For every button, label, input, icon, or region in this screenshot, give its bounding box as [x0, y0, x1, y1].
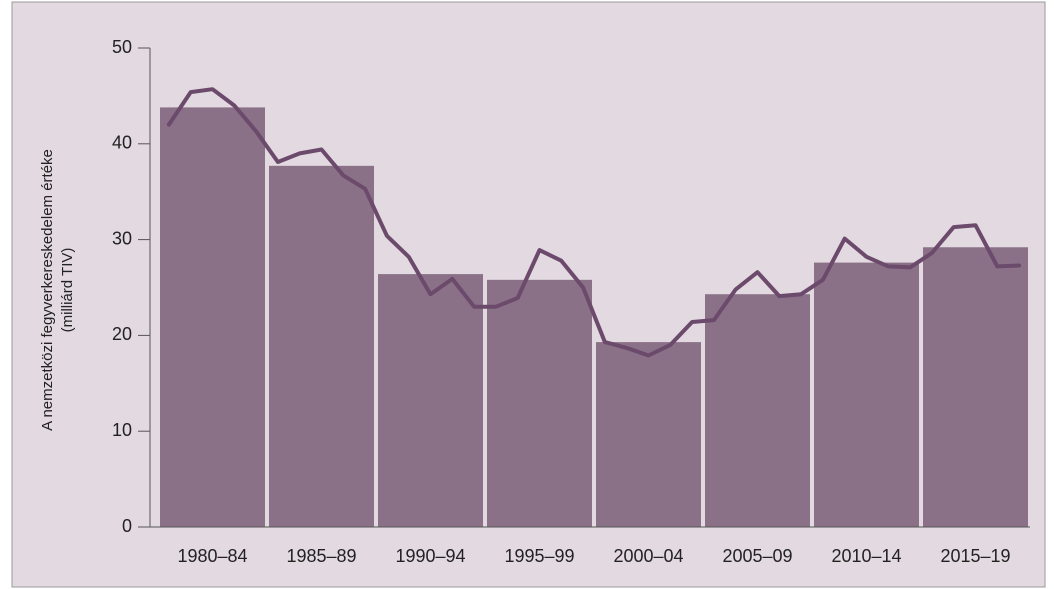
bar — [814, 262, 919, 527]
x-tick-label: 1980–84 — [177, 546, 247, 566]
line — [166, 87, 1022, 358]
x-tick-label: 2005–09 — [722, 546, 792, 566]
y-tick-label: 20 — [112, 324, 132, 344]
y-axis-label-group: A nemzetközi fegyverkereskedelem értéke … — [39, 149, 76, 431]
bar — [705, 294, 810, 527]
x-tick-label: 1995–99 — [504, 546, 574, 566]
bar — [160, 107, 265, 528]
x-tick-label: 2015–19 — [940, 546, 1010, 566]
x-tick-label: 1990–94 — [395, 546, 465, 566]
y-axis-label: (milliárd TIV) — [59, 248, 76, 333]
bar — [487, 279, 592, 527]
x-tick-label: 2010–14 — [831, 546, 901, 566]
y-tick-label: 0 — [122, 516, 132, 536]
y-tick-label: 40 — [112, 133, 132, 153]
bar — [378, 274, 483, 527]
x-tick-label: 1985–89 — [286, 546, 356, 566]
x-tick-label: 2000–04 — [613, 546, 683, 566]
bar — [596, 342, 701, 527]
bar — [923, 247, 1028, 527]
y-tick-label: 30 — [112, 228, 132, 248]
bar — [269, 165, 374, 528]
y-axis-label: A nemzetközi fegyverkereskedelem értéke — [39, 149, 56, 431]
y-tick-label: 50 — [112, 37, 132, 57]
y-tick-label: 10 — [112, 420, 132, 440]
